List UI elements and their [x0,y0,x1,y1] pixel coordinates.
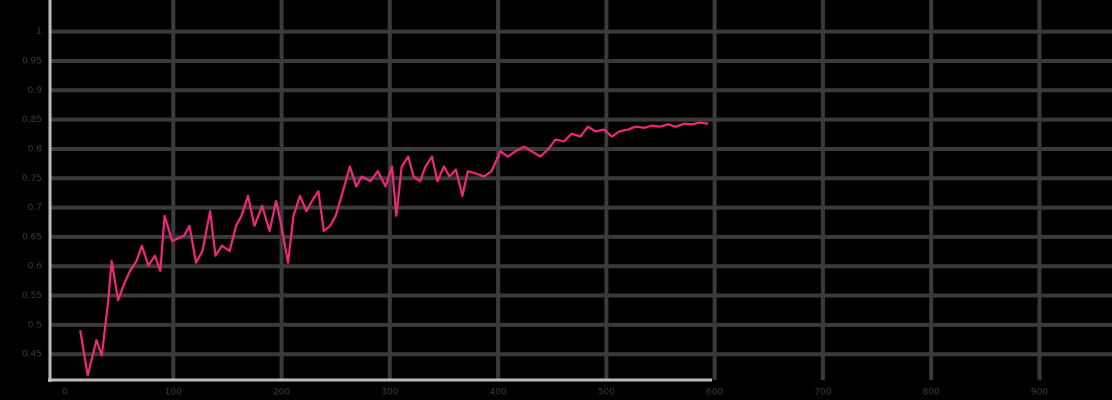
x-tick-label: 0 [62,388,68,398]
y-tick-label: 0.9 [28,86,43,96]
x-tick-label: 300 [381,388,398,398]
y-tick-label: 0.75 [22,174,42,184]
x-tick-label: 700 [814,388,831,398]
x-tick-label: 400 [489,388,506,398]
y-tick-label: 0.65 [22,232,42,242]
y-tick-label: 0.5 [28,320,42,330]
x-tick-label: 900 [1031,388,1048,398]
x-tick-label: 100 [165,388,182,398]
x-tick-label: 800 [923,388,940,398]
data-line [79,121,709,377]
y-tick-label: 0.8 [28,144,43,154]
y-tick-label: 1 [36,27,42,37]
y-tick-label: 0.85 [22,115,42,125]
x-tick-label: 200 [273,388,290,398]
y-tick-label: 0.95 [22,56,42,66]
x-tick-label: 600 [706,388,723,398]
y-tick-label: 0.6 [28,262,43,272]
y-tick-label: 0.7 [28,203,42,213]
y-tick-label: 0.45 [22,350,42,360]
y-tick-label: 0.55 [22,291,42,301]
x-tick-label: 500 [598,388,615,398]
